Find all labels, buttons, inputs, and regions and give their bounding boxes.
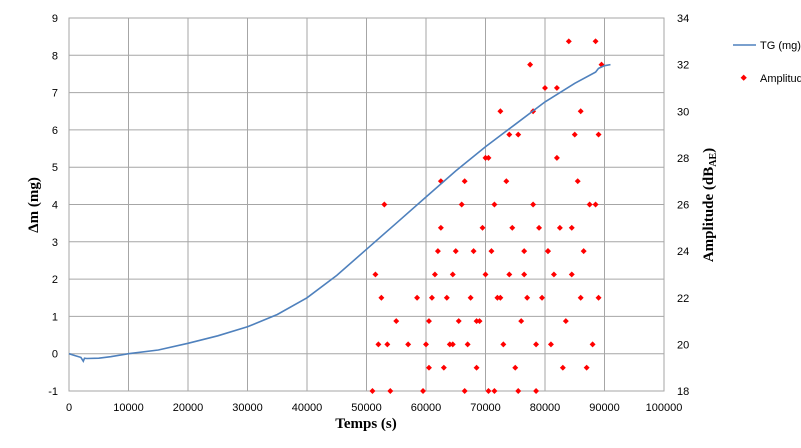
left-y-tick-label: 6	[52, 125, 58, 137]
left-y-tick-label: 5	[52, 162, 58, 174]
amplitude-point	[470, 248, 477, 255]
amplitude-point	[426, 318, 432, 325]
amplitude-point	[455, 318, 462, 325]
amplitude-point	[375, 341, 382, 348]
amplitude-point	[393, 318, 400, 325]
right-y-tick-label: 28	[677, 153, 689, 165]
left-y-tick-label: 7	[52, 88, 58, 100]
x-tick-label: 50000	[351, 402, 382, 414]
amplitude-point	[381, 201, 388, 208]
right-y-tick-label: 18	[677, 386, 689, 398]
x-tick-label: 100000	[646, 402, 683, 414]
amplitude-point	[506, 131, 513, 138]
amplitude-point	[449, 341, 456, 348]
amplitude-point	[485, 388, 492, 394]
right-y-tick-label: 26	[677, 200, 689, 212]
amplitude-point	[423, 341, 429, 348]
right-y-tick-label: 24	[677, 246, 689, 258]
right-y-axis-ticks: 18 20 22 24 26 28 30 32 34	[677, 13, 689, 398]
x-tick-label: 30000	[232, 402, 263, 414]
right-y-tick-label: 20	[677, 339, 689, 351]
amplitude-point	[437, 224, 444, 231]
right-y-axis-title-subscript: AE	[708, 153, 719, 167]
x-tick-label: 90000	[589, 402, 620, 414]
amplitude-point	[503, 178, 510, 185]
amplitude-point	[414, 294, 421, 301]
amplitude-point	[491, 201, 498, 208]
amplitude-point	[378, 294, 385, 301]
left-y-tick-label: -1	[48, 386, 58, 398]
left-y-tick-label: 8	[52, 50, 58, 62]
amplitude-point	[428, 294, 435, 301]
left-y-axis-ticks: -1 0 1 2 3 4 5 6 7 8 9	[48, 13, 58, 398]
x-tick-label: 0	[66, 402, 72, 414]
left-y-axis-title: Δm (mg)	[26, 177, 42, 233]
plot-area-frame	[68, 17, 665, 392]
right-y-axis-title: Amplitude (dBAE)	[701, 148, 719, 262]
right-y-tick-label: 32	[677, 60, 689, 72]
right-y-axis-title-main: Amplitude (dB	[701, 167, 717, 262]
left-y-tick-label: 2	[52, 274, 58, 286]
amplitude-point	[434, 248, 441, 255]
amplitude-point	[488, 248, 495, 255]
amplitude-point	[426, 364, 432, 371]
x-tick-label: 40000	[292, 402, 323, 414]
right-y-axis-title-close: )	[701, 148, 717, 153]
legend: TG (mg) Amplitude (dB)	[733, 40, 801, 85]
amplitude-point	[405, 341, 412, 348]
amplitude-point	[461, 178, 468, 185]
amplitude-point	[479, 224, 486, 231]
x-tick-label: 80000	[530, 402, 561, 414]
amplitude-point	[458, 201, 465, 208]
amplitude-point	[500, 341, 507, 348]
right-y-tick-label: 30	[677, 106, 689, 118]
amplitude-point	[420, 388, 426, 394]
amplitude-point	[473, 318, 480, 325]
amplitude-point	[440, 364, 447, 371]
amplitude-point	[467, 294, 474, 301]
amplitude-point	[473, 364, 480, 371]
amplitude-point	[464, 341, 471, 348]
left-y-tick-label: 3	[52, 237, 58, 249]
amplitude-point	[521, 271, 528, 278]
amplitude-point	[559, 364, 566, 371]
left-y-tick-label: 9	[52, 13, 58, 25]
left-y-tick-label: 4	[52, 200, 58, 212]
amplitude-point	[485, 154, 492, 161]
amplitude-point	[443, 294, 450, 301]
amplitude-point	[550, 271, 557, 278]
x-tick-label: 70000	[470, 402, 501, 414]
amplitude-point	[589, 341, 596, 348]
amplitude-point	[512, 364, 519, 371]
amplitude-point	[497, 294, 504, 301]
amplitude-point	[515, 388, 522, 394]
amplitude-point	[482, 154, 489, 161]
legend-tg-label: TG (mg)	[760, 40, 801, 52]
amplitude-point	[384, 341, 391, 348]
amplitude-point	[449, 271, 456, 278]
x-tick-label: 20000	[173, 402, 204, 414]
x-axis-title: Temps (s)	[335, 416, 397, 432]
right-y-tick-label: 34	[677, 13, 689, 25]
amplitude-point	[369, 388, 376, 394]
amplitude-point	[452, 248, 459, 255]
x-axis-ticks: 0 10000 20000 30000 40000 50000 60000 70000 8000…	[66, 402, 682, 414]
amplitude-point	[595, 294, 602, 301]
amplitude-point	[482, 271, 489, 278]
left-y-tick-label: 1	[52, 311, 58, 323]
tg-line-series	[68, 63, 611, 363]
x-tick-label: 10000	[113, 402, 144, 414]
amplitude-point	[497, 108, 504, 115]
legend-amplitude-label: Amplitude (dB)	[760, 73, 801, 85]
x-tick-label: 60000	[411, 402, 442, 414]
right-y-tick-label: 22	[677, 293, 689, 305]
amplitude-point	[494, 294, 501, 301]
left-y-tick-label: 0	[52, 349, 58, 361]
